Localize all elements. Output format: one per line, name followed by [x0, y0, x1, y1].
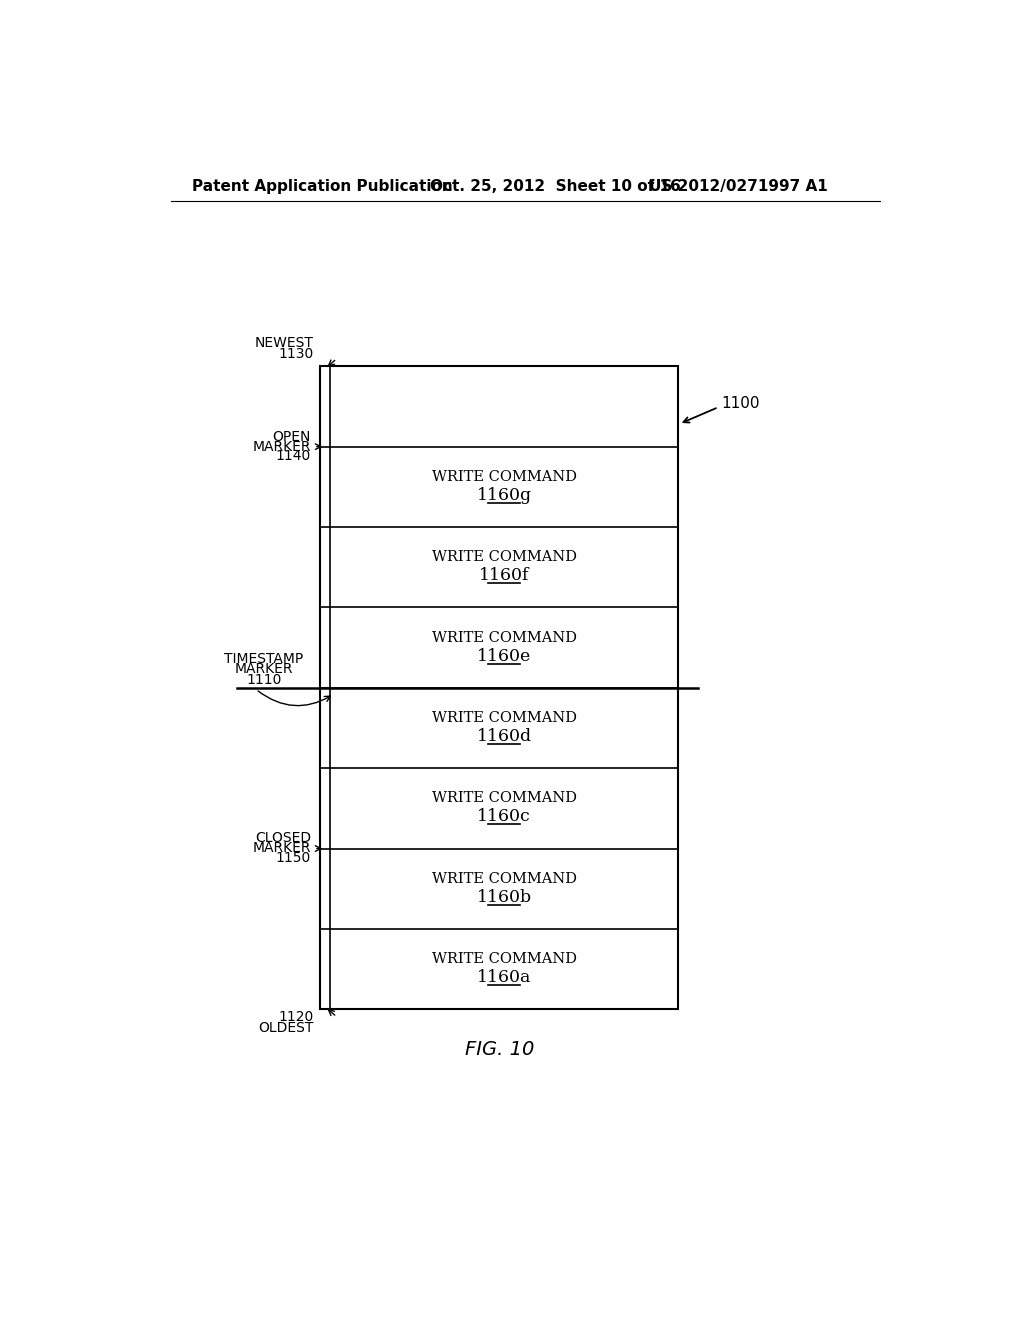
- Text: MARKER: MARKER: [252, 440, 311, 454]
- Text: 1160e: 1160e: [477, 648, 531, 664]
- Text: WRITE COMMAND: WRITE COMMAND: [432, 631, 577, 644]
- Text: 1160g: 1160g: [477, 487, 531, 504]
- Text: NEWEST: NEWEST: [255, 337, 314, 350]
- Text: 1110: 1110: [246, 673, 282, 688]
- Text: WRITE COMMAND: WRITE COMMAND: [432, 952, 577, 966]
- Text: TIMESTAMP: TIMESTAMP: [224, 652, 303, 665]
- Text: 1160f: 1160f: [479, 568, 529, 585]
- Bar: [321, 367, 678, 1010]
- Text: US 2012/0271997 A1: US 2012/0271997 A1: [649, 180, 827, 194]
- Text: WRITE COMMAND: WRITE COMMAND: [432, 791, 577, 805]
- Text: MARKER: MARKER: [252, 841, 311, 855]
- Text: OPEN: OPEN: [272, 430, 311, 445]
- Text: WRITE COMMAND: WRITE COMMAND: [432, 470, 577, 484]
- Text: CLOSED: CLOSED: [255, 830, 311, 845]
- Text: 1130: 1130: [279, 347, 314, 360]
- Text: 1150: 1150: [275, 851, 311, 865]
- Text: WRITE COMMAND: WRITE COMMAND: [432, 871, 577, 886]
- Text: OLDEST: OLDEST: [259, 1020, 314, 1035]
- Text: 1120: 1120: [279, 1010, 314, 1024]
- Text: Oct. 25, 2012  Sheet 10 of 16: Oct. 25, 2012 Sheet 10 of 16: [430, 180, 681, 194]
- Text: 1160a: 1160a: [477, 969, 531, 986]
- Text: Patent Application Publication: Patent Application Publication: [191, 180, 453, 194]
- Text: FIG. 10: FIG. 10: [465, 1040, 534, 1059]
- Text: WRITE COMMAND: WRITE COMMAND: [432, 711, 577, 725]
- Text: 1160d: 1160d: [477, 727, 531, 744]
- Text: 1100: 1100: [722, 396, 760, 411]
- Text: 1160c: 1160c: [477, 808, 531, 825]
- Text: 1140: 1140: [275, 449, 311, 463]
- Text: MARKER: MARKER: [234, 663, 293, 676]
- Text: WRITE COMMAND: WRITE COMMAND: [432, 550, 577, 564]
- Text: 1160b: 1160b: [477, 888, 531, 906]
